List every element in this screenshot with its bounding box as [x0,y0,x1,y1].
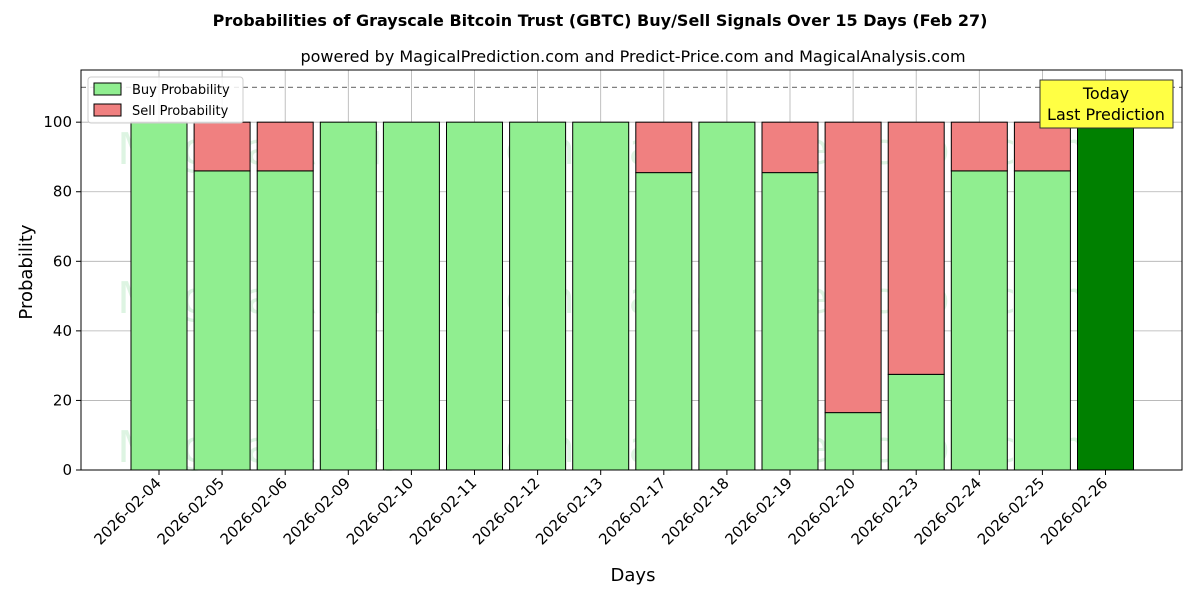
buy-bar [382,121,440,471]
y-axis-ticks: 0 20 40 60 80 100 [43,113,81,479]
x-tick-label: 2026-02-19 [721,474,795,548]
y-axis-label: Probability [16,224,37,319]
sell-bar [256,121,314,172]
legend-box [87,76,244,124]
x-tick-label: 2026-02-13 [532,474,606,548]
x-axis-ticks: 2026-02-042026-02-052026-02-062026-02-09… [90,470,1111,548]
x-tick-label: 2026-02-26 [1037,474,1111,548]
buy-bar [950,170,1008,471]
annotation-line: Last Prediction [1047,105,1165,124]
y-tick-label: 80 [53,183,72,201]
buy-bar [887,373,945,471]
legend-swatch [93,82,122,96]
buy-bar [572,121,630,471]
y-tick-label: 60 [53,252,72,270]
buy-bar [698,121,756,471]
x-tick-label: 2026-02-17 [595,474,669,548]
today-annotation: Today Last Prediction [1039,79,1174,129]
sell-bar [887,121,945,375]
x-tick-label: 2026-02-11 [406,474,480,548]
legend-label: Buy Probability [132,83,230,98]
buy-bar [256,170,314,471]
y-tick-label: 0 [62,461,72,479]
buy-bar [193,170,251,471]
buy-bar [446,121,503,471]
y-tick-label: 100 [43,113,72,131]
buy-bar [761,172,819,471]
plot-frame [80,69,1183,471]
sell-bar [950,121,1008,172]
sell-bar [761,121,819,174]
x-tick-label: 2026-02-10 [343,474,417,548]
legend-swatch [93,103,122,117]
y-tick-label: 20 [53,391,72,409]
buy-bar [319,121,377,471]
x-tick-label: 2026-02-20 [785,474,859,548]
legend-label: Sell Probability [132,104,229,119]
legend: Buy Probability Sell Probability [87,76,244,124]
x-tick-label: 2026-02-05 [154,474,228,548]
x-tick-label: 2026-02-18 [658,474,732,548]
x-tick-label: 2026-02-04 [90,474,164,548]
x-tick-label: 2026-02-06 [217,474,291,548]
sell-bar [1013,121,1071,172]
x-tick-label: 2026-02-24 [911,474,985,548]
sell-bar [635,121,693,174]
x-tick-label: 2026-02-12 [469,474,543,548]
buy-bar [1013,170,1071,471]
y-tick-label: 40 [53,322,72,340]
x-axis-label: Days [611,565,656,586]
buy-bar [1077,121,1134,471]
x-tick-label: 2026-02-09 [280,474,354,548]
bars [130,121,1134,471]
annotation-box [1039,79,1174,129]
chart-title: Probabilities of Grayscale Bitcoin Trust… [213,11,988,30]
x-tick-label: 2026-02-25 [974,474,1048,548]
annotation-line: Today [1082,84,1129,103]
buy-bar [509,121,567,471]
x-tick-label: 2026-02-23 [848,474,922,548]
buy-bar [824,412,882,471]
sell-bar [193,121,251,172]
sell-bar [824,121,882,414]
buy-bar [130,121,188,471]
chart-subtitle: powered by MagicalPrediction.com and Pre… [300,47,965,66]
buy-bar [635,172,693,471]
